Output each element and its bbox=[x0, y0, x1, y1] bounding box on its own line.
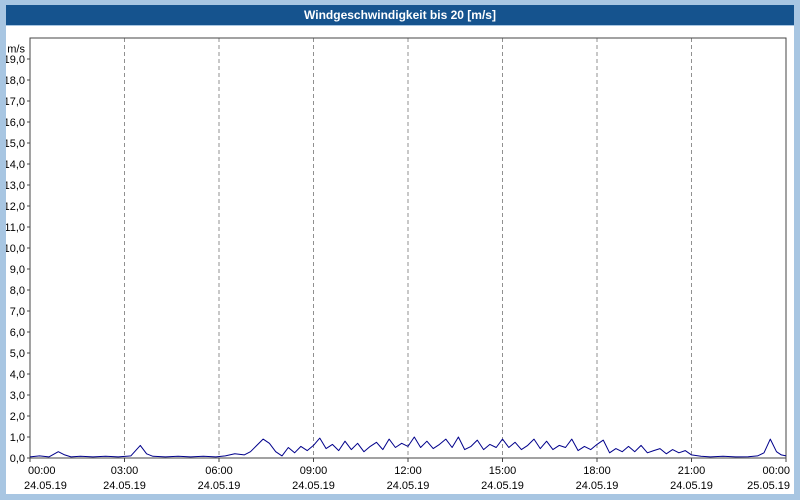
x-tick-date-label: 24.05.19 bbox=[292, 480, 335, 492]
x-tick-date-label: 24.05.19 bbox=[670, 480, 713, 492]
y-tick-label: 3,0 bbox=[10, 390, 25, 402]
chart-title-bar: Windgeschwindigkeit bis 20 [m/s] bbox=[6, 5, 794, 25]
x-tick-date-label: 24.05.19 bbox=[576, 480, 619, 492]
x-tick-date-label: 24.05.19 bbox=[24, 480, 67, 492]
y-tick-label: 10,0 bbox=[6, 243, 25, 255]
wind-speed-line bbox=[29, 436, 787, 458]
x-tick-time-label: 09:00 bbox=[300, 465, 328, 477]
y-tick-label: 16,0 bbox=[6, 117, 25, 129]
chart-svg: 0,0 1,0 2,0 3,0 4,0 5,0 6,0 7,0 8,0 9,0 10,0 11,0 12… bbox=[6, 37, 790, 492]
chart-title: Windgeschwindigkeit bis 20 [m/s] bbox=[304, 8, 496, 22]
y-tick-label: 18,0 bbox=[6, 75, 25, 87]
x-tick-date-label: 24.05.19 bbox=[198, 480, 241, 492]
x-tick-time-label: 18:00 bbox=[583, 465, 611, 477]
y-tick-label: 9,0 bbox=[10, 264, 25, 276]
chart-panel: 0,0 1,0 2,0 3,0 4,0 5,0 6,0 7,0 8,0 9,0 10,0 11,0 12… bbox=[6, 26, 794, 494]
y-tick-label: 4,0 bbox=[10, 369, 25, 381]
y-axis-unit-label: m/s bbox=[7, 44, 25, 56]
x-tick-time-label: 15:00 bbox=[489, 465, 517, 477]
x-tick-time-label: 00:00 bbox=[28, 465, 56, 477]
y-tick-label: 6,0 bbox=[10, 327, 25, 339]
y-tick-label: 8,0 bbox=[10, 285, 25, 297]
y-tick-label: 2,0 bbox=[10, 411, 25, 423]
x-tick-time-label: 06:00 bbox=[205, 465, 233, 477]
x-tick-date-label: 24.05.19 bbox=[481, 480, 524, 492]
y-tick-label: 14,0 bbox=[6, 159, 25, 171]
y-tick-label: 5,0 bbox=[10, 348, 25, 360]
y-tick-label: 17,0 bbox=[6, 96, 25, 108]
y-tick-label: 11,0 bbox=[6, 222, 25, 234]
x-tick-date-label: 25.05.19 bbox=[747, 480, 790, 492]
x-tick-date-label: 24.05.19 bbox=[103, 480, 146, 492]
y-tick-label: 15,0 bbox=[6, 138, 25, 150]
x-tick-date-label: 24.05.19 bbox=[387, 480, 430, 492]
x-tick-time-label: 12:00 bbox=[394, 465, 422, 477]
y-tick-label: 12,0 bbox=[6, 201, 25, 213]
x-tick-time-label: 00:00 bbox=[762, 465, 790, 477]
x-tick-time-label: 03:00 bbox=[111, 465, 139, 477]
y-tick-label: 1,0 bbox=[10, 432, 25, 444]
y-tick-label: 7,0 bbox=[10, 306, 25, 318]
x-tick-time-label: 21:00 bbox=[678, 465, 706, 477]
y-tick-label: 13,0 bbox=[6, 180, 25, 192]
y-tick-label: 0,0 bbox=[10, 453, 25, 465]
y-tick-label: 19,0 bbox=[6, 54, 25, 66]
